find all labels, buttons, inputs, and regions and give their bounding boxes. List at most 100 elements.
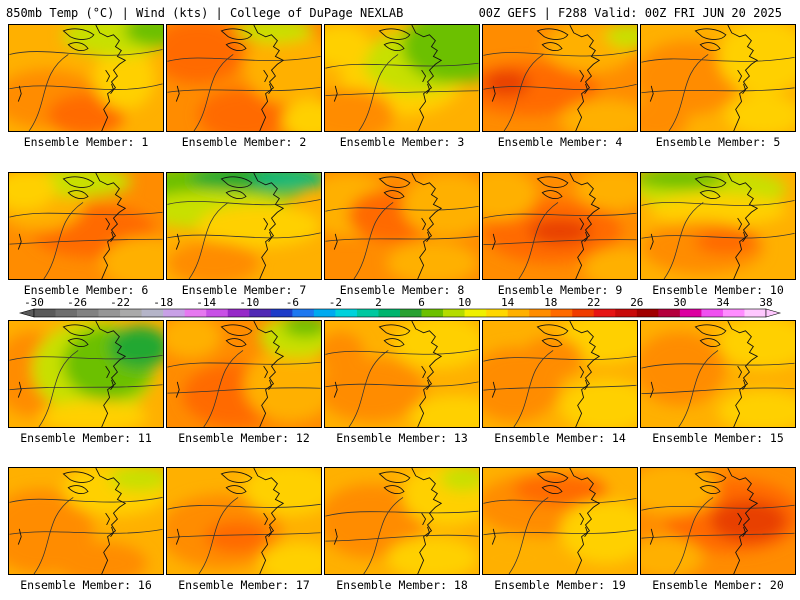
height-contours: [641, 350, 795, 427]
coastline: [17, 173, 127, 279]
ensemble-member-map: [8, 467, 164, 575]
temperature-field: [641, 321, 795, 427]
ensemble-member-label: Ensemble Member: 4: [497, 135, 623, 149]
temperature-field: [9, 173, 163, 279]
colorbar-tick-label: -2: [329, 296, 342, 309]
colorbar-tick-label: 38: [759, 296, 772, 309]
colorbar-tick-label: 26: [630, 296, 643, 309]
coastline: [333, 468, 443, 574]
ensemble-member-map: [8, 320, 164, 428]
colorbar-tick-label: 14: [501, 296, 515, 309]
colorbar-tick-label: -6: [286, 296, 299, 309]
temperature-field: [9, 321, 163, 427]
temperature-region: [409, 395, 479, 427]
temperature-field: [167, 25, 321, 131]
temperature-field: [325, 25, 479, 131]
ensemble-member-map: [8, 172, 164, 280]
ensemble-member-label: Ensemble Member: 1: [23, 135, 149, 149]
temperature-region: [641, 536, 703, 574]
colorbar-swatch: [593, 309, 616, 317]
temperature-region: [386, 241, 479, 279]
temperature-region: [529, 218, 591, 245]
ensemble-member-map: [640, 172, 796, 280]
ensemble-member-label: Ensemble Member: 19: [494, 578, 626, 592]
ensemble-member-map: [166, 320, 322, 428]
ensemble-member-label: Ensemble Member: 9: [497, 283, 623, 297]
ensemble-member-map: [640, 467, 796, 575]
temperature-field: [167, 321, 321, 427]
temperature-region: [282, 321, 321, 337]
ensemble-member-map: [166, 467, 322, 575]
colorbar-swatch: [141, 309, 164, 317]
colorbar-tick-label: -18: [153, 296, 173, 309]
temperature-region: [402, 25, 479, 84]
ensemble-member-label: Ensemble Member: 15: [652, 431, 784, 445]
coastline: [333, 173, 443, 279]
temperature-region: [325, 358, 425, 422]
colorbar-swatch: [486, 309, 508, 317]
temperature-region: [108, 468, 163, 492]
ensemble-member-map: [324, 320, 480, 428]
ensemble-member-label: Ensemble Member: 3: [339, 135, 465, 149]
coastline: [175, 468, 285, 574]
height-contours: [325, 202, 479, 279]
temperature-region: [483, 536, 560, 574]
temperature-region: [641, 331, 726, 406]
coastline: [649, 321, 759, 427]
colorbar-arrow-right: [765, 308, 782, 318]
colorbar-swatch: [572, 309, 595, 317]
ensemble-member-label: Ensemble Member: 20: [652, 578, 784, 592]
colorbar-tick-label: -14: [196, 296, 216, 309]
temperature-field: [325, 321, 479, 427]
temperature-region: [394, 321, 479, 369]
colorbar-swatch: [120, 309, 142, 317]
ensemble-member-label: Ensemble Member: 17: [178, 578, 310, 592]
temperature-region: [649, 194, 787, 226]
colorbar-swatch: [249, 309, 272, 317]
colorbar-swatch: [292, 309, 315, 317]
temperature-region: [710, 499, 787, 543]
colorbar-swatch: [744, 309, 767, 317]
height-contours: [167, 497, 321, 574]
colorbar-swatch: [529, 309, 552, 317]
colorbar-swatch: [378, 309, 401, 317]
colorbar-swatch: [400, 309, 422, 317]
temperature-region: [605, 25, 637, 49]
temperature-region: [521, 336, 583, 380]
coastline: [649, 173, 759, 279]
colorbar-tick-label: 34: [716, 296, 730, 309]
temperature-region: [386, 536, 479, 574]
height-contours: [9, 202, 163, 279]
ensemble-member-label: Ensemble Member: 11: [20, 431, 152, 445]
temperature-region: [695, 229, 757, 255]
colorbar-swatch: [34, 309, 56, 317]
temperature-region: [244, 30, 321, 105]
ensemble-member-label: Ensemble Member: 14: [494, 431, 626, 445]
temperature-region: [101, 236, 163, 279]
colorbar-swatch: [77, 309, 99, 317]
ensemble-member-label: Ensemble Member: 18: [336, 578, 468, 592]
colorbar-swatch: [163, 309, 186, 317]
temperature-field: [483, 25, 637, 131]
coastline: [333, 25, 443, 131]
temperature-region: [325, 88, 395, 131]
ensemble-member-label: Ensemble Member: 6: [23, 283, 149, 297]
temperature-field: [641, 173, 795, 279]
height-contours: [167, 350, 321, 427]
ensemble-member-label: Ensemble Member: 13: [336, 431, 468, 445]
temperature-region: [55, 542, 148, 574]
ensemble-member-map: [482, 24, 638, 132]
temperature-region: [325, 483, 425, 559]
temperature-region: [124, 25, 163, 47]
temperature-region: [9, 173, 56, 211]
colorbar-swatch: [464, 309, 487, 317]
colorbar-swatch: [658, 309, 681, 317]
height-contours: [9, 350, 163, 427]
temperature-region: [259, 542, 321, 574]
height-contours: [325, 349, 479, 427]
ensemble-member-label: Ensemble Member: 10: [652, 283, 784, 297]
height-contours: [483, 202, 637, 279]
height-contours: [641, 54, 795, 131]
height-contours: [325, 54, 479, 131]
colorbar-tick-label: 18: [544, 296, 557, 309]
